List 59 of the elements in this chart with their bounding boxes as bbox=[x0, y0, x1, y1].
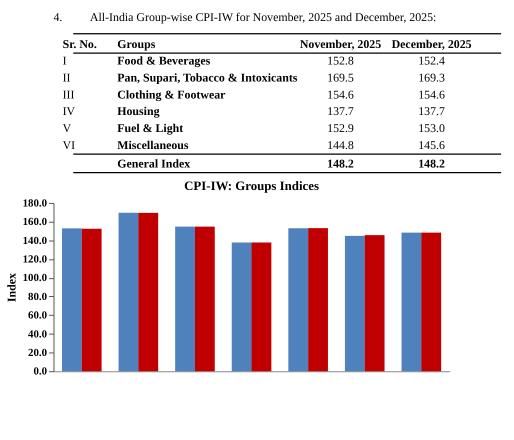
y-tick-label: 20.0 bbox=[28, 347, 48, 360]
y-tick-label: 0.0 bbox=[33, 366, 48, 378]
data-label: 169.3 bbox=[418, 70, 446, 84]
bar bbox=[232, 242, 252, 372]
data-label: 137.7 bbox=[418, 104, 446, 118]
text: I bbox=[62, 54, 67, 68]
bar bbox=[308, 228, 328, 372]
text: V bbox=[62, 120, 72, 135]
y-tick-label: 140.0 bbox=[22, 234, 48, 247]
text: II bbox=[62, 70, 71, 84]
data-label: 154.6 bbox=[327, 87, 354, 102]
data-label: 148.2 bbox=[418, 156, 446, 170]
y-tick-label: 40.0 bbox=[28, 328, 48, 340]
text: 4. bbox=[53, 10, 62, 24]
data-label: 153.0 bbox=[418, 120, 446, 135]
y-tick-label: 160.0 bbox=[22, 216, 48, 228]
data-label: 169.5 bbox=[327, 70, 354, 84]
y-axis-title: Index bbox=[4, 272, 19, 302]
data-label: 152.9 bbox=[327, 120, 354, 135]
category-label: Fuel & Light bbox=[117, 120, 184, 135]
y-tick-label: 60.0 bbox=[28, 310, 48, 322]
y-tick-label: 80.0 bbox=[28, 290, 48, 303]
text: VI bbox=[62, 138, 76, 152]
text: All-India Group-wise CPI-IW for November, 2025 and December, 2025: bbox=[90, 10, 436, 24]
text: November, 2025 bbox=[300, 36, 382, 51]
bar bbox=[194, 226, 215, 372]
bar bbox=[62, 228, 82, 372]
data-label: 154.6 bbox=[418, 87, 446, 102]
data-label: 137.7 bbox=[327, 104, 354, 118]
bar bbox=[138, 212, 158, 372]
data-label: 145.6 bbox=[418, 138, 446, 152]
text: Groups bbox=[117, 36, 156, 51]
bar bbox=[118, 212, 138, 372]
bar bbox=[344, 236, 365, 372]
bar bbox=[82, 228, 102, 372]
bar bbox=[175, 226, 195, 372]
text: December, 2025 bbox=[392, 36, 472, 51]
data-label: 148.2 bbox=[327, 156, 354, 170]
chart-title: CPI-IW: Groups Indices bbox=[184, 179, 319, 194]
y-tick-label: 100.0 bbox=[22, 272, 48, 284]
y-tick-label: 120.0 bbox=[22, 253, 48, 266]
y-tick-label: 180.0 bbox=[22, 197, 48, 210]
bar bbox=[421, 232, 442, 372]
data-label: 144.8 bbox=[327, 138, 354, 152]
data-label: 152.8 bbox=[327, 54, 354, 68]
category-label: Food & Beverages bbox=[117, 54, 211, 68]
text: III bbox=[62, 87, 74, 102]
bar bbox=[402, 232, 422, 372]
category-label: General Index bbox=[117, 156, 190, 170]
category-label: Pan, Supari, Tobacco & Intoxicants bbox=[117, 70, 298, 84]
category-label: Clothing & Footwear bbox=[117, 87, 226, 102]
bar bbox=[288, 228, 308, 372]
text: Sr. No. bbox=[62, 36, 97, 51]
category-label: Housing bbox=[117, 104, 160, 118]
bar bbox=[364, 235, 385, 372]
data-label: 152.4 bbox=[418, 54, 446, 68]
bar bbox=[252, 242, 272, 372]
text: IV bbox=[62, 104, 76, 118]
category-label: Miscellaneous bbox=[117, 138, 189, 152]
